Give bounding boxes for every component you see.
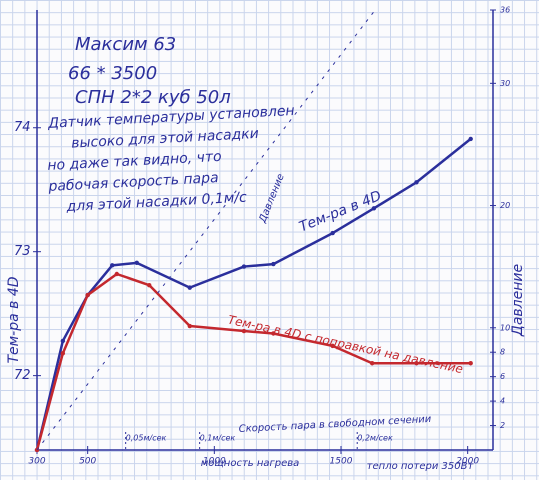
speed-label: Скорость пара в свободном сечении — [238, 413, 432, 435]
y-tick-label: 72 — [14, 368, 31, 383]
title-line: Максим 63 — [75, 34, 176, 55]
point — [60, 351, 66, 356]
series-label: Давление — [257, 172, 287, 225]
note-line: для этой насадки 0,1м/с — [65, 190, 247, 215]
point — [371, 206, 377, 211]
x-axis-note: тепло потери 350Вт — [367, 461, 475, 472]
y-axis-label: Тем-ра в 4D — [6, 276, 22, 363]
point — [110, 263, 115, 268]
point — [241, 328, 247, 334]
note: Датчик температуры установлен высоко для… — [47, 103, 295, 215]
x-tick-label: 1000 — [203, 457, 226, 467]
y2-axis-label: Давление — [510, 264, 526, 337]
point — [414, 361, 419, 366]
point — [369, 361, 375, 366]
point — [330, 343, 335, 349]
x-tick-label: 2000 — [456, 457, 479, 467]
y2-tick-label: 20 — [500, 201, 510, 210]
note-line: высоко для этой насадки — [71, 126, 259, 152]
speed-tick-label: 0,05м/сек — [126, 434, 167, 443]
y2-tick-label: 6 — [500, 372, 505, 381]
point — [60, 338, 66, 344]
note-line: рабочая скорость пара — [47, 170, 219, 195]
y2-tick-label: 36 — [500, 6, 510, 15]
point — [114, 271, 120, 277]
speed-tick-label: 0,1м/сек — [200, 434, 236, 443]
speed-tick-label: 0,2м/сек — [357, 434, 393, 443]
point — [271, 261, 276, 267]
y2-tick-label: 10 — [500, 323, 510, 332]
point — [330, 230, 335, 236]
y-tick-label: 74 — [14, 120, 31, 135]
point — [271, 331, 276, 336]
point — [468, 136, 473, 142]
note-line: но даже так видно, что — [47, 149, 222, 174]
title-line: 66 * 3500 — [68, 63, 157, 84]
point — [414, 180, 419, 185]
line — [35, 272, 471, 451]
point — [187, 323, 192, 329]
point — [147, 282, 152, 288]
y-tick-label: 73 — [14, 244, 31, 259]
series-label: Тем-ра в 4D с поправкой на давление — [227, 313, 465, 377]
title-line: СПН 2*2 куб 50л — [75, 87, 231, 108]
y2-tick-label: 4 — [500, 397, 505, 406]
point — [468, 361, 473, 366]
x-axis-label: мощность нагрева — [201, 458, 300, 469]
point — [241, 264, 247, 269]
y2-tick-label: 8 — [500, 348, 505, 357]
x-tick-label: 300 — [28, 457, 45, 467]
point — [187, 285, 192, 290]
line — [36, 9, 376, 451]
y2-tick-label: 30 — [500, 79, 510, 88]
x-tick-label: 1500 — [330, 457, 353, 467]
point — [85, 292, 90, 298]
y2-tick-label: 2 — [500, 421, 505, 430]
point — [134, 260, 140, 266]
x-tick-label: 500 — [79, 457, 96, 467]
